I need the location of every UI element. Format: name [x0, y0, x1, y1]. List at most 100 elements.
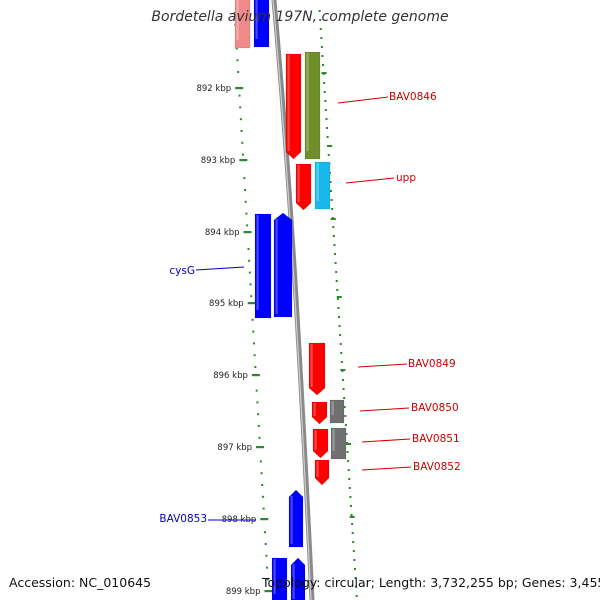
minor-tick-left: [252, 330, 255, 333]
minor-tick-left: [244, 189, 247, 191]
leader-line: [359, 407, 410, 412]
major-tick-right: [321, 72, 327, 74]
gene-bav0849-shine: [310, 344, 313, 387]
gene-bav0851-gray-shine: [332, 429, 335, 451]
minor-tick-right: [326, 127, 329, 129]
gene-label[interactable]: BAV0852: [413, 461, 461, 473]
minor-tick-left: [244, 200, 247, 203]
gene-bav0851[interactable]: [312, 428, 329, 459]
leader-line: [345, 177, 395, 184]
gene-bav0846-olive-shine: [306, 53, 309, 151]
minor-tick-left: [258, 436, 261, 439]
gene-bav0852-shine: [316, 461, 319, 477]
minor-tick-right: [339, 334, 342, 336]
scale-label: 899 kbp: [226, 587, 261, 597]
minor-tick-left: [263, 531, 266, 534]
gene-label[interactable]: BAV0850: [411, 402, 459, 414]
gene-label[interactable]: cysG: [169, 265, 195, 277]
minor-tick-right: [337, 307, 340, 309]
major-tick-left: [239, 159, 248, 162]
gene-upp-cyan[interactable]: [314, 161, 331, 210]
minor-tick-right: [325, 118, 328, 120]
major-tick-right: [340, 369, 346, 371]
minor-tick-right: [318, 10, 321, 12]
major-tick-left: [251, 374, 260, 377]
gene-label[interactable]: upp: [396, 172, 416, 184]
minor-tick-right: [347, 460, 350, 462]
minor-tick-right: [326, 136, 329, 138]
minor-tick-left: [253, 354, 256, 357]
gene-upp[interactable]: [295, 163, 312, 211]
topology-text: Topology: circular; Length: 3,732,255 bp…: [262, 575, 600, 590]
minor-tick-right: [345, 433, 348, 435]
minor-tick-left: [250, 295, 253, 298]
gene-blue-bottom-2[interactable]: [290, 557, 306, 600]
minor-tick-left: [249, 283, 252, 286]
accession-text: Accession: NC_010645: [9, 575, 152, 590]
minor-tick-right: [340, 352, 343, 354]
major-tick-right: [346, 443, 352, 445]
minor-tick-right: [348, 487, 351, 489]
major-tick-right: [336, 296, 342, 298]
minor-tick-right: [344, 424, 347, 426]
major-tick-left: [247, 302, 256, 305]
gene-bav0850-gray[interactable]: [329, 399, 345, 424]
gene-blue-top-shine: [255, 0, 258, 39]
scale-label: 895 kbp: [209, 299, 244, 309]
map-title: Bordetella avium 197N, complete genome: [151, 9, 449, 25]
minor-tick-right: [342, 379, 345, 381]
gene-bav0849[interactable]: [308, 342, 326, 396]
minor-tick-right: [353, 568, 356, 570]
gene-bav0846-shine: [287, 55, 290, 151]
gene-bav0853-shine: [290, 496, 293, 544]
gene-label[interactable]: BAV0849: [408, 358, 456, 370]
gene-cysg-2[interactable]: [273, 212, 293, 318]
minor-tick-right: [330, 199, 333, 201]
minor-tick-left: [265, 554, 268, 557]
minor-tick-left: [240, 130, 243, 132]
scale-label: 897 kbp: [217, 443, 252, 453]
minor-tick-right: [323, 82, 326, 84]
minor-tick-left: [248, 259, 251, 262]
gene-label[interactable]: BAV0846: [389, 91, 437, 103]
minor-tick-left: [261, 495, 264, 498]
gene-bav0852[interactable]: [314, 459, 330, 486]
minor-tick-right: [319, 19, 322, 21]
minor-tick-left: [248, 271, 251, 274]
minor-tick-left: [246, 224, 249, 227]
scale-label: 892 kbp: [196, 84, 231, 94]
minor-tick-right: [355, 595, 358, 597]
minor-tick-right: [338, 316, 341, 318]
gene-bav0846[interactable]: [285, 53, 302, 160]
major-tick-left: [235, 87, 244, 90]
gene-bav0850[interactable]: [311, 401, 328, 425]
minor-tick-left: [251, 318, 254, 321]
minor-tick-right: [355, 586, 358, 588]
gene-bav0851-gray[interactable]: [330, 427, 347, 460]
minor-tick-right: [342, 388, 345, 390]
minor-tick-right: [333, 244, 336, 246]
minor-tick-left: [245, 212, 248, 215]
minor-tick-right: [352, 541, 355, 543]
gene-bav0846-olive[interactable]: [304, 51, 321, 160]
gene-faded-top[interactable]: [234, 0, 251, 49]
minor-tick-left: [235, 47, 238, 50]
gene-blue-bottom-1[interactable]: [271, 557, 288, 600]
minor-tick-left: [264, 543, 267, 545]
gene-blue-top[interactable]: [253, 0, 270, 48]
minor-tick-left: [256, 401, 259, 404]
gene-label[interactable]: BAV0853: [159, 513, 207, 525]
minor-tick-left: [238, 94, 241, 97]
tick-marks: [233, 10, 358, 597]
minor-tick-left: [254, 366, 257, 368]
gene-cysg-1[interactable]: [254, 213, 272, 319]
major-tick-left: [264, 590, 273, 593]
minor-tick-left: [266, 566, 269, 569]
minor-tick-left: [257, 413, 260, 416]
gene-cysg-2-shine: [275, 219, 278, 314]
minor-tick-left: [259, 460, 262, 463]
minor-tick-right: [329, 181, 332, 183]
minor-tick-right: [339, 343, 342, 345]
gene-bav0853[interactable]: [288, 489, 304, 548]
gene-label[interactable]: BAV0851: [412, 433, 460, 445]
